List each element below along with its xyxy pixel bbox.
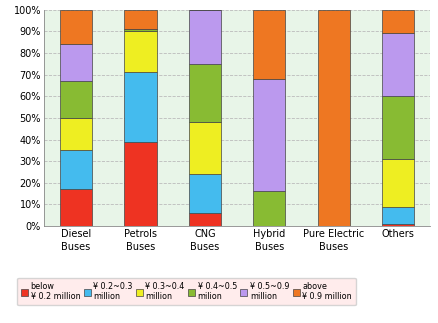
Bar [60,10,92,44]
Bar [60,81,92,118]
Bar [253,192,285,226]
Bar [381,96,413,159]
Bar [124,29,156,31]
Bar [188,174,220,213]
Bar [381,159,413,207]
Bar [381,207,413,224]
Bar [381,10,413,34]
Bar [60,189,92,226]
Bar [60,44,92,81]
Legend: below
¥ 0.2 million, ¥ 0.2~0.3
million, ¥ 0.3~0.4
million, ¥ 0.4~0.5
milion, ¥ 0: below ¥ 0.2 million, ¥ 0.2~0.3 million, … [17,278,355,305]
Bar [188,122,220,174]
Bar [253,79,285,192]
Bar [188,10,220,64]
Bar [124,72,156,142]
Bar [381,224,413,226]
Bar [188,213,220,226]
Bar [60,150,92,189]
Bar [188,64,220,122]
Bar [60,118,92,150]
Bar [124,142,156,226]
Bar [317,10,349,226]
Bar [381,34,413,96]
Bar [253,10,285,79]
Bar [124,31,156,72]
Bar [124,10,156,29]
